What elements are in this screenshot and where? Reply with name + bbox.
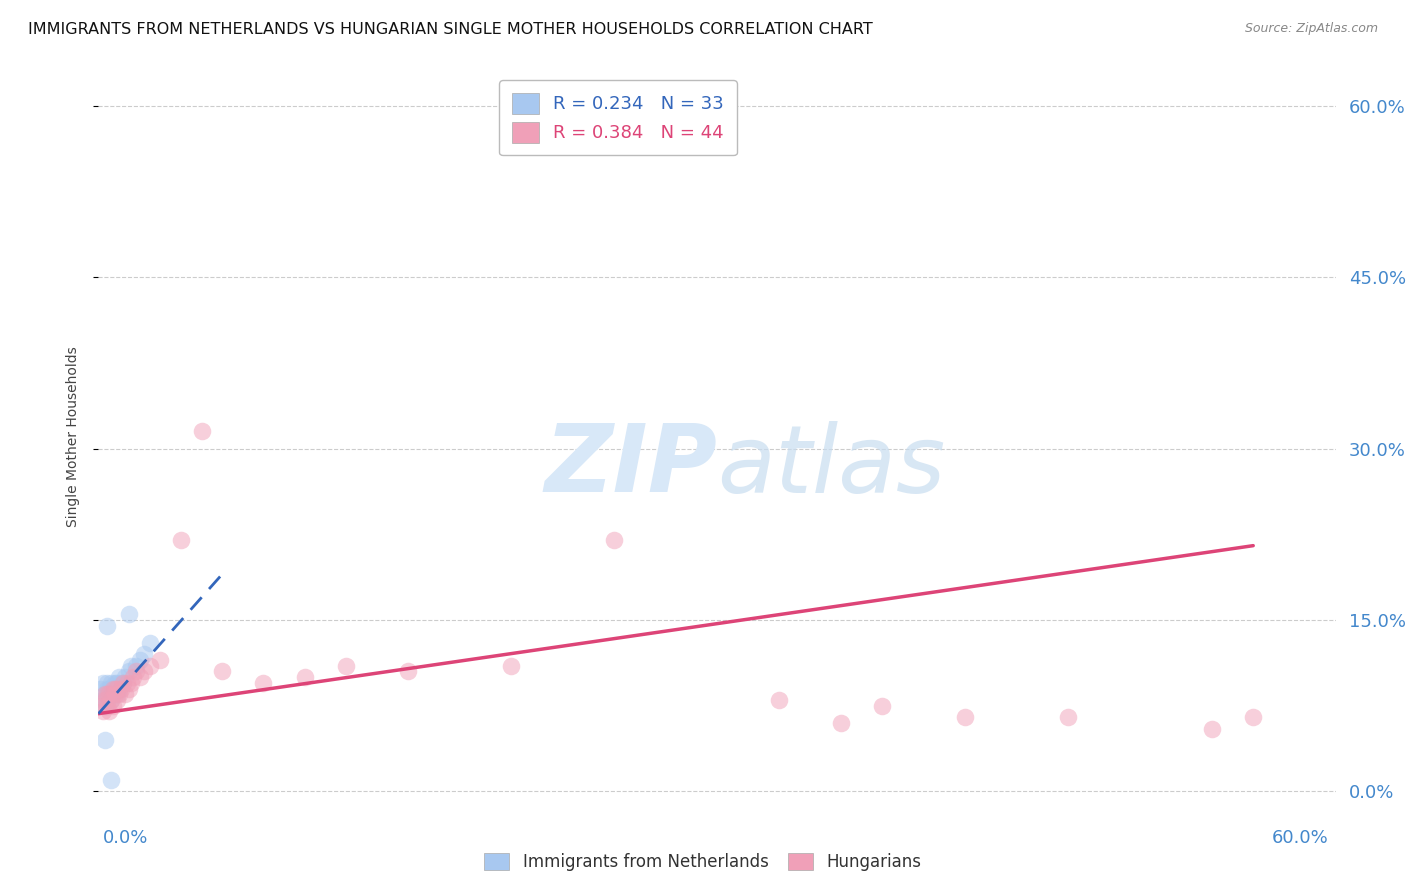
Text: ZIP: ZIP <box>544 420 717 512</box>
Point <box>294 670 316 684</box>
Point <box>1201 722 1223 736</box>
Point <box>118 681 141 696</box>
Point <box>120 675 142 690</box>
Point <box>104 681 127 696</box>
Point <box>96 693 118 707</box>
Point <box>114 687 136 701</box>
Point <box>252 675 274 690</box>
Point <box>124 665 146 679</box>
Point <box>108 687 131 701</box>
Point <box>96 698 118 713</box>
Point <box>97 687 120 701</box>
Point <box>110 681 132 696</box>
Point <box>132 647 155 661</box>
Point <box>89 681 111 696</box>
Point <box>114 670 136 684</box>
Text: Source: ZipAtlas.com: Source: ZipAtlas.com <box>1244 22 1378 36</box>
Point <box>101 698 124 713</box>
Text: 60.0%: 60.0% <box>1272 829 1329 847</box>
Point <box>105 675 128 690</box>
Point <box>120 658 142 673</box>
Point <box>100 693 122 707</box>
Point <box>112 675 135 690</box>
Point <box>132 665 155 679</box>
Point <box>122 670 145 684</box>
Point <box>128 653 150 667</box>
Point <box>112 675 135 690</box>
Point <box>93 687 115 701</box>
Point <box>124 658 146 673</box>
Point <box>830 715 852 730</box>
Legend: R = 0.234   N = 33, R = 0.384   N = 44: R = 0.234 N = 33, R = 0.384 N = 44 <box>499 80 737 155</box>
Point <box>93 693 115 707</box>
Point <box>91 675 114 690</box>
Point <box>97 705 120 719</box>
Point <box>97 687 120 701</box>
Point <box>396 665 419 679</box>
Point <box>149 653 172 667</box>
Point <box>170 533 193 547</box>
Point <box>96 681 118 696</box>
Point <box>110 675 132 690</box>
Point <box>101 687 124 701</box>
Point <box>100 693 122 707</box>
Point <box>104 681 127 696</box>
Legend: Immigrants from Netherlands, Hungarians: Immigrants from Netherlands, Hungarians <box>475 845 931 880</box>
Point <box>104 675 127 690</box>
Point <box>1056 710 1078 724</box>
Point <box>139 636 162 650</box>
Point <box>97 681 120 696</box>
Point <box>89 698 111 713</box>
Point <box>93 733 115 747</box>
Y-axis label: Single Mother Households: Single Mother Households <box>66 347 80 527</box>
Point <box>1241 710 1264 724</box>
Point <box>499 658 522 673</box>
Point <box>101 681 124 696</box>
Text: atlas: atlas <box>717 421 945 512</box>
Point <box>128 670 150 684</box>
Point <box>105 687 128 701</box>
Point <box>93 687 115 701</box>
Text: 0.0%: 0.0% <box>103 829 148 847</box>
Point <box>603 533 626 547</box>
Point <box>100 675 122 690</box>
Point <box>953 710 976 724</box>
Point <box>96 675 118 690</box>
Point <box>139 658 162 673</box>
Point <box>108 670 131 684</box>
Point <box>91 693 114 707</box>
Point <box>100 772 122 787</box>
Point <box>768 693 790 707</box>
Point <box>91 705 114 719</box>
Point <box>190 425 212 439</box>
Point <box>96 687 118 701</box>
Point <box>105 693 128 707</box>
Point <box>335 658 357 673</box>
Point <box>105 681 128 696</box>
Point <box>101 681 124 696</box>
Point <box>870 698 893 713</box>
Point <box>118 665 141 679</box>
Point <box>117 675 139 690</box>
Point <box>104 687 127 701</box>
Point <box>93 698 115 713</box>
Point <box>118 607 141 622</box>
Text: IMMIGRANTS FROM NETHERLANDS VS HUNGARIAN SINGLE MOTHER HOUSEHOLDS CORRELATION CH: IMMIGRANTS FROM NETHERLANDS VS HUNGARIAN… <box>28 22 873 37</box>
Point <box>108 681 131 696</box>
Point <box>96 618 118 632</box>
Point <box>211 665 233 679</box>
